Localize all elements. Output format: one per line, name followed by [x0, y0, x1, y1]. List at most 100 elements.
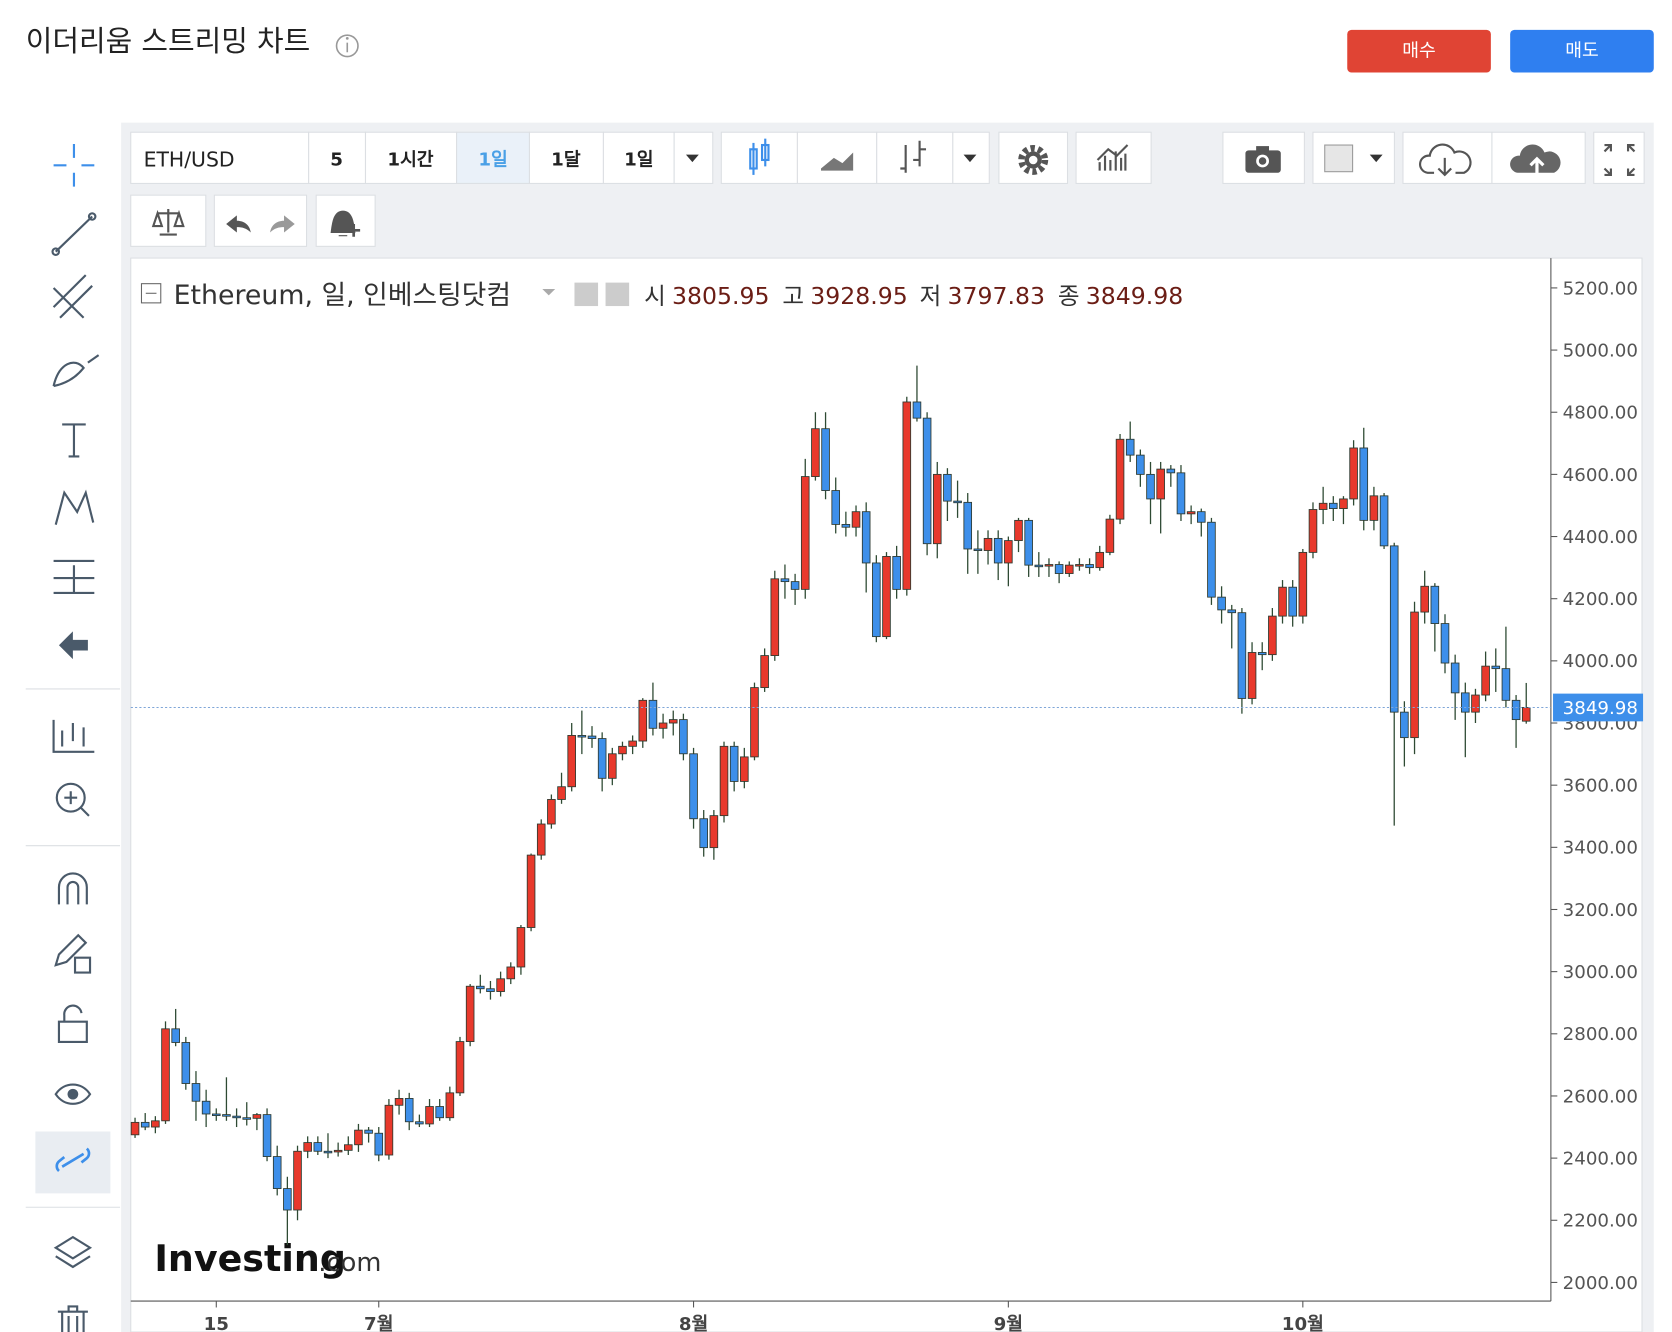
- layers-tool[interactable]: [53, 1235, 93, 1269]
- zoom-tool[interactable]: [55, 782, 86, 813]
- y-tick-label: 4400.00: [1563, 527, 1638, 548]
- candle-body: [1004, 540, 1013, 564]
- candle-body: [628, 740, 637, 747]
- caret: [1369, 154, 1383, 163]
- candle-body: [1237, 612, 1247, 699]
- candle-body: [922, 417, 932, 545]
- interval-button[interactable]: [364, 131, 458, 184]
- candle-body: [729, 745, 739, 782]
- candle-body: [679, 719, 688, 755]
- y-tick-label: 3000.00: [1563, 962, 1638, 983]
- y-tick-label: 2000.00: [1563, 1273, 1638, 1294]
- brush-tool[interactable]: [52, 354, 100, 388]
- candle-body: [790, 581, 800, 590]
- legend-title: Ethereum, 일, 인베스팅닷컴: [174, 280, 511, 311]
- trash-tool[interactable]: [57, 1305, 88, 1332]
- interval-button[interactable]: [528, 131, 604, 184]
- y-tick-label: 4600.00: [1563, 465, 1638, 486]
- candle-body: [1288, 586, 1297, 617]
- candle-body: [861, 511, 871, 564]
- arrow-up: [1529, 156, 1545, 175]
- magnet-tool[interactable]: [57, 872, 88, 905]
- fullscreen-icon: [1603, 143, 1636, 176]
- undo-redo[interactable]: [213, 194, 308, 247]
- candle-body: [811, 428, 820, 477]
- ohlc-label: 종: [1058, 282, 1080, 310]
- candle-body: [1044, 564, 1054, 567]
- ohlc-value: 3928.95: [810, 282, 907, 310]
- x-tick-label: 10월: [1282, 1314, 1324, 1332]
- settings-toggle[interactable]: [605, 282, 630, 307]
- y-tick-label: 3400.00: [1563, 838, 1638, 859]
- gear-icon: [1018, 145, 1049, 175]
- candle-body: [638, 699, 648, 742]
- candle-body: [1115, 438, 1125, 520]
- candle-body: [1064, 564, 1074, 574]
- candle-body: [486, 988, 495, 992]
- candle-body: [151, 1120, 160, 1128]
- ohlc-value: 3849.98: [1086, 282, 1183, 310]
- candle-body: [211, 1113, 221, 1117]
- candle-body: [831, 490, 841, 525]
- load-chart[interactable]: [1402, 131, 1493, 184]
- line-type[interactable]: [796, 131, 878, 184]
- y-tick-label: 2400.00: [1563, 1149, 1638, 1170]
- fib-tool[interactable]: [52, 274, 93, 319]
- candle-body: [1369, 495, 1379, 521]
- eye-tool[interactable]: [54, 1083, 92, 1105]
- candle-body: [181, 1042, 191, 1084]
- line-tool[interactable]: [54, 215, 93, 253]
- template-tool[interactable]: [52, 719, 95, 753]
- interval-button-active[interactable]: [456, 131, 531, 184]
- measure-tool[interactable]: [53, 559, 95, 595]
- back-tool[interactable]: [58, 631, 88, 660]
- candle-body: [1461, 692, 1470, 713]
- candle-body: [1268, 615, 1277, 656]
- scale-icon: [151, 209, 185, 236]
- candle-type[interactable]: [720, 131, 798, 184]
- candle-body: [140, 1121, 150, 1128]
- pattern-tool[interactable]: [54, 489, 95, 525]
- symbol: ETH/USD: [144, 147, 235, 171]
- indicators[interactable]: [1075, 131, 1152, 184]
- candle-body: [557, 786, 566, 800]
- eye-toggle[interactable]: [574, 282, 599, 307]
- dropdown[interactable]: [952, 131, 990, 184]
- y-tick-label: 5200.00: [1563, 278, 1638, 299]
- candle-body: [577, 735, 587, 738]
- color-swatch: [1324, 144, 1354, 173]
- crosshair-tool[interactable]: [53, 143, 95, 187]
- candle-body: [689, 753, 698, 820]
- candle-body: [882, 556, 891, 638]
- candle-body: [668, 719, 678, 724]
- candle-body: [780, 578, 790, 583]
- candle-body: [496, 978, 505, 992]
- interval-label: 5: [330, 149, 343, 170]
- candle-body: [760, 655, 769, 689]
- fullscreen[interactable]: [1593, 131, 1645, 184]
- candle-body: [699, 818, 708, 849]
- symbol-box[interactable]: [130, 131, 310, 184]
- candle-body: [161, 1028, 170, 1122]
- lock-draw-tool[interactable]: [54, 933, 92, 974]
- candle-body: [1400, 711, 1409, 739]
- y-tick-label: 3200.00: [1563, 900, 1638, 921]
- candle-body: [1491, 665, 1501, 670]
- interval-button[interactable]: [602, 131, 675, 184]
- link-tool-bg[interactable]: [35, 1131, 111, 1194]
- candle-body: [902, 401, 912, 590]
- candle-body: [963, 501, 973, 550]
- text-tool[interactable]: [62, 423, 86, 458]
- candle-body: [313, 1142, 323, 1152]
- sell-button[interactable]: [1510, 29, 1654, 73]
- unlock-tool[interactable]: [57, 1004, 88, 1043]
- candle-body: [770, 578, 780, 657]
- collapse-icon[interactable]: [140, 283, 162, 304]
- candle-body: [242, 1117, 252, 1120]
- buy-button[interactable]: [1347, 29, 1491, 73]
- bar-type[interactable]: [876, 131, 954, 184]
- candle-body: [1410, 611, 1419, 739]
- redo-icon: [270, 215, 295, 233]
